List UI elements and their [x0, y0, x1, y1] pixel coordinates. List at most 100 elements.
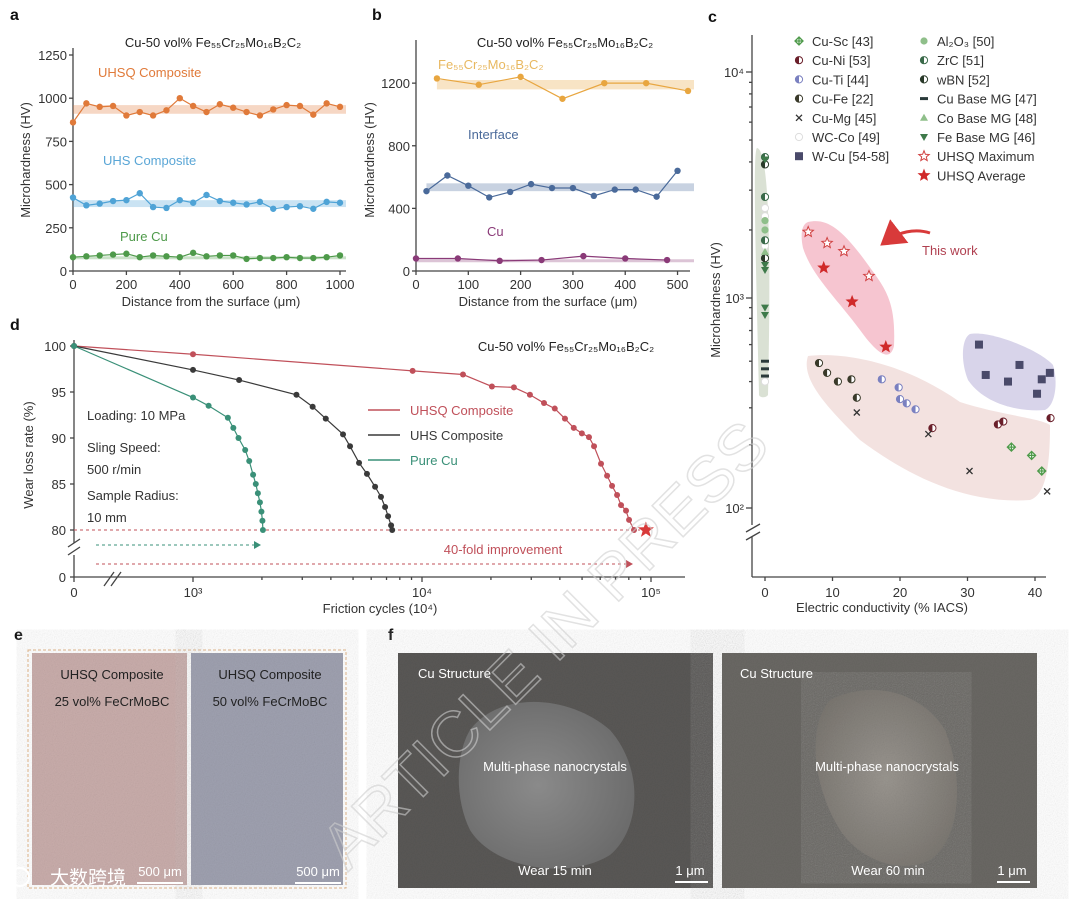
- data-point-half-fill: [928, 424, 933, 432]
- data-point: [614, 492, 621, 499]
- data-point-tri-down: [761, 261, 769, 269]
- data-point-diamond: [1036, 466, 1047, 476]
- legend-label: Cu-Ti [44]: [812, 72, 869, 87]
- data-point: [270, 254, 277, 262]
- series-label-pure-cu: Pure Cu: [120, 229, 168, 244]
- band-0: [73, 105, 346, 114]
- legend-marker-half-fill: [795, 56, 799, 64]
- axis-break: [67, 538, 81, 548]
- x-tick-label: 400: [614, 277, 636, 292]
- y-tick-label: 800: [388, 139, 410, 154]
- data-point: [189, 102, 197, 110]
- data-point: [674, 167, 681, 175]
- data-point: [216, 101, 224, 108]
- data-point: [69, 253, 77, 261]
- improvement-annotation: 40-fold improvement: [444, 542, 563, 557]
- y-tick-label: 10²: [725, 501, 744, 516]
- data-point: [585, 434, 592, 441]
- series-line-0: [73, 345, 635, 531]
- data-point-cross: [1043, 487, 1051, 495]
- data-point: [336, 103, 344, 111]
- x-tick-label: 0: [69, 277, 76, 292]
- legend-label: ZrC [51]: [937, 53, 984, 68]
- data-point: [609, 482, 616, 489]
- x-tick-label: 100: [457, 277, 479, 292]
- legend-marker-diamond: [794, 36, 804, 46]
- legend-marker-star-open: [917, 149, 931, 162]
- data-point-half-fill: [761, 193, 765, 201]
- data-point: [216, 252, 224, 259]
- data-point-circle: [761, 226, 769, 234]
- data-point-star: [817, 260, 831, 274]
- chart-a: Cu-50 vol% Fe₅₅Cr₂₅Mo₁₆B₂C₂ Distance fro…: [18, 35, 354, 309]
- data-point: [385, 513, 392, 520]
- this-work-annotation: This work: [922, 243, 978, 258]
- data-point-diamond: [1006, 442, 1017, 453]
- scale-label-25vol: 500 μm: [138, 864, 182, 879]
- panel-label-b: b: [372, 7, 382, 24]
- series-label-uhsq: UHSQ Composite: [98, 65, 201, 80]
- data-point: [323, 253, 330, 261]
- chart-b-xlabel: Distance from the surface (μm): [459, 294, 638, 309]
- data-point-diamond: [1026, 450, 1037, 461]
- data-point: [270, 106, 277, 113]
- data-point: [216, 197, 224, 205]
- data-point: [423, 187, 430, 195]
- data-point: [69, 194, 77, 201]
- x-axis-break: [103, 571, 115, 587]
- data-point-square: [1004, 377, 1012, 386]
- data-point: [631, 527, 638, 533]
- y-tick-label: 0: [403, 264, 410, 279]
- x-tick-label: 500: [667, 277, 689, 292]
- data-point: [580, 252, 587, 260]
- data-point-tri-down: [761, 304, 769, 312]
- y-tick-label: 100: [44, 339, 66, 354]
- data-point: [190, 366, 196, 373]
- data-point: [642, 79, 650, 87]
- y-tick-label: 80: [52, 523, 66, 538]
- chart-b-ylabel: Microhardness (HV): [362, 102, 377, 218]
- sem-15min-center-label: Multi-phase nanocrystals: [483, 759, 627, 774]
- data-point: [559, 95, 566, 102]
- data-point: [203, 191, 210, 199]
- data-point: [336, 252, 344, 259]
- data-point: [444, 172, 451, 179]
- y-tick-label: 1200: [381, 76, 410, 91]
- data-point-dash: [761, 359, 769, 363]
- data-point-half-fill: [847, 375, 852, 383]
- data-point: [526, 391, 533, 398]
- data-point: [506, 188, 514, 196]
- data-point: [601, 79, 608, 87]
- chart-d-ylabel: Wear loss rate (%): [21, 401, 36, 508]
- x-tick-label: 300: [562, 277, 584, 292]
- data-point-square: [974, 340, 983, 349]
- data-point: [230, 424, 237, 431]
- data-point-open: [760, 203, 770, 213]
- y-tick-label: 0: [59, 570, 66, 585]
- series-label-cu: Cu: [487, 224, 504, 239]
- data-point: [259, 527, 266, 533]
- data-point: [236, 377, 243, 384]
- data-point-half-fill: [999, 417, 1004, 426]
- x-tick-label: 0: [70, 585, 77, 600]
- data-point: [363, 470, 370, 477]
- data-point: [309, 403, 316, 410]
- chart-d-title: Cu-50 vol% Fe₅₅Cr₂₅Mo₁₆B₂C₂: [478, 339, 654, 354]
- data-point: [561, 415, 568, 422]
- legend-label: Cu-Sc [43]: [812, 34, 873, 49]
- chart-a-xlabel: Distance from the surface (μm): [122, 294, 301, 309]
- legend-label: Al₂O₃ [50]: [937, 34, 994, 49]
- data-point: [243, 201, 250, 208]
- data-point: [136, 253, 143, 261]
- data-point: [205, 402, 212, 409]
- sem-particle-15min: [458, 701, 635, 869]
- condition-speed-label: Sling Speed:: [87, 440, 161, 455]
- micrograph-25vol-title: UHSQ Composite: [60, 667, 163, 682]
- data-point: [604, 472, 611, 479]
- data-point: [256, 198, 264, 206]
- data-point: [256, 112, 264, 119]
- series-label-fecrmobc: Fe₅₅Cr₂₅Mo₁₆B₂C₂: [438, 57, 544, 72]
- data-point: [96, 200, 103, 207]
- data-point: [230, 104, 237, 111]
- data-point: [377, 493, 384, 500]
